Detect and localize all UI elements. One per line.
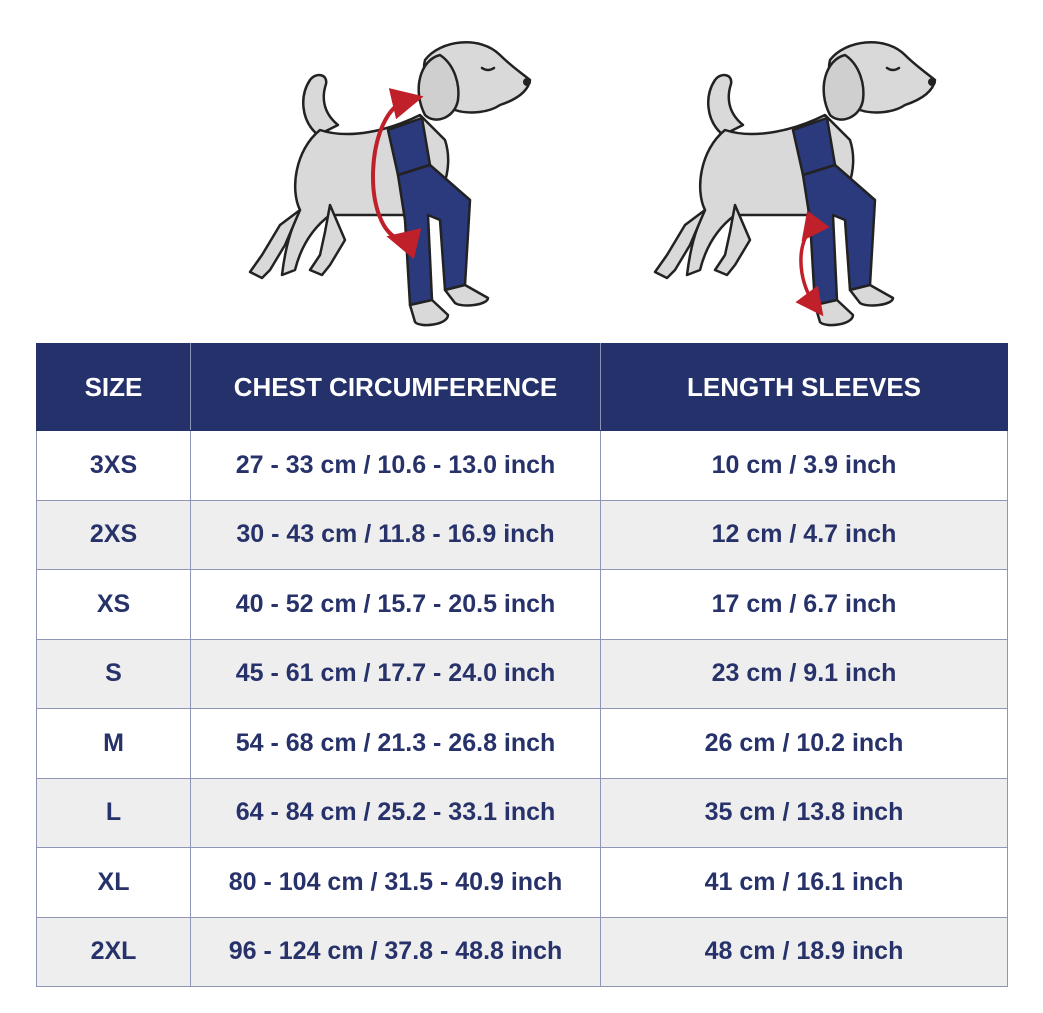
column-header: LENGTH SLEEVES (600, 343, 1008, 431)
dog-ear (822, 53, 865, 121)
table-row: M 54 - 68 cm / 21.3 - 26.8 inch 26 cm / 10… (36, 708, 1008, 779)
sleeve-length-arrow (795, 210, 830, 317)
sleeve-leg (396, 163, 472, 307)
table-cell: 96 - 124 cm / 37.8 - 48.8 inch (190, 916, 601, 987)
table-cell: 64 - 84 cm / 25.2 - 33.1 inch (190, 777, 601, 848)
table-row: 2XL 96 - 124 cm / 37.8 - 48.8 inch 48 cm /… (36, 916, 1008, 987)
table-cell: 2XL (36, 916, 191, 987)
dog-back-leg-far (248, 208, 302, 280)
table-cell: 3XS (36, 430, 191, 501)
dog-ear (417, 53, 460, 121)
table-row: 2XS 30 - 43 cm / 11.8 - 16.9 inch 12 cm / … (36, 499, 1008, 570)
table-cell: S (36, 638, 191, 709)
dog-illustration (248, 41, 532, 327)
dog-tail (707, 73, 745, 137)
table-cell: XL (36, 847, 191, 918)
column-header: SIZE (36, 343, 191, 431)
dog-paw (813, 298, 855, 327)
dog-eye (480, 66, 496, 72)
table-cell: 12 cm / 4.7 inch (600, 499, 1008, 570)
dog-back-leg (308, 203, 347, 277)
dog-tail (302, 73, 340, 137)
dog-paw (408, 298, 450, 327)
dog-illustration (653, 41, 937, 327)
table-cell: 35 cm / 13.8 inch (600, 777, 1008, 848)
table-cell: 54 - 68 cm / 21.3 - 26.8 inch (190, 708, 601, 779)
table-cell: 48 cm / 18.9 inch (600, 916, 1008, 987)
table-cell: XS (36, 569, 191, 640)
table-cell: 80 - 104 cm / 31.5 - 40.9 inch (190, 847, 601, 918)
table-header: SIZE CHEST CIRCUMFERENCE LENGTH SLEEVES (36, 343, 1008, 431)
table-cell: 40 - 52 cm / 15.7 - 20.5 inch (190, 569, 601, 640)
table-row: L 64 - 84 cm / 25.2 - 33.1 inch 35 cm / 13… (36, 777, 1008, 848)
table-cell: 17 cm / 6.7 inch (600, 569, 1008, 640)
size-table: SIZE CHEST CIRCUMFERENCE LENGTH SLEEVES 3X… (36, 343, 1008, 987)
table-cell: 45 - 61 cm / 17.7 - 24.0 inch (190, 638, 601, 709)
table-cell: 2XS (36, 499, 191, 570)
table-row: 3XS 27 - 33 cm / 10.6 - 13.0 inch 10 cm / … (36, 430, 1008, 501)
table-cell: 23 cm / 9.1 inch (600, 638, 1008, 709)
dog-paw-far (848, 283, 895, 307)
table-cell: L (36, 777, 191, 848)
dog-eye (885, 66, 901, 72)
table-cell: 26 cm / 10.2 inch (600, 708, 1008, 779)
dog-back-leg (713, 203, 752, 277)
table-body: 3XS 27 - 33 cm / 10.6 - 13.0 inch 10 cm / … (36, 430, 1008, 987)
dog-paw-far (443, 283, 490, 307)
table-row: S 45 - 61 cm / 17.7 - 24.0 inch 23 cm / 9.… (36, 638, 1008, 709)
table-cell: 41 cm / 16.1 inch (600, 847, 1008, 918)
dog-back-leg-far (653, 208, 707, 280)
table-cell: 10 cm / 3.9 inch (600, 430, 1008, 501)
sleeve-leg (801, 163, 877, 307)
chest-arrow (370, 88, 424, 260)
illustrations (248, 41, 937, 327)
dog-nose (928, 78, 936, 86)
dog-nose (523, 78, 531, 86)
table-cell: M (36, 708, 191, 779)
table-cell: 30 - 43 cm / 11.8 - 16.9 inch (190, 499, 601, 570)
column-header: CHEST CIRCUMFERENCE (190, 343, 601, 431)
table-row: XL 80 - 104 cm / 31.5 - 40.9 inch 41 cm / … (36, 847, 1008, 918)
table-row: XS 40 - 52 cm / 15.7 - 20.5 inch 17 cm / 6… (36, 569, 1008, 640)
table-cell: 27 - 33 cm / 10.6 - 13.0 inch (190, 430, 601, 501)
